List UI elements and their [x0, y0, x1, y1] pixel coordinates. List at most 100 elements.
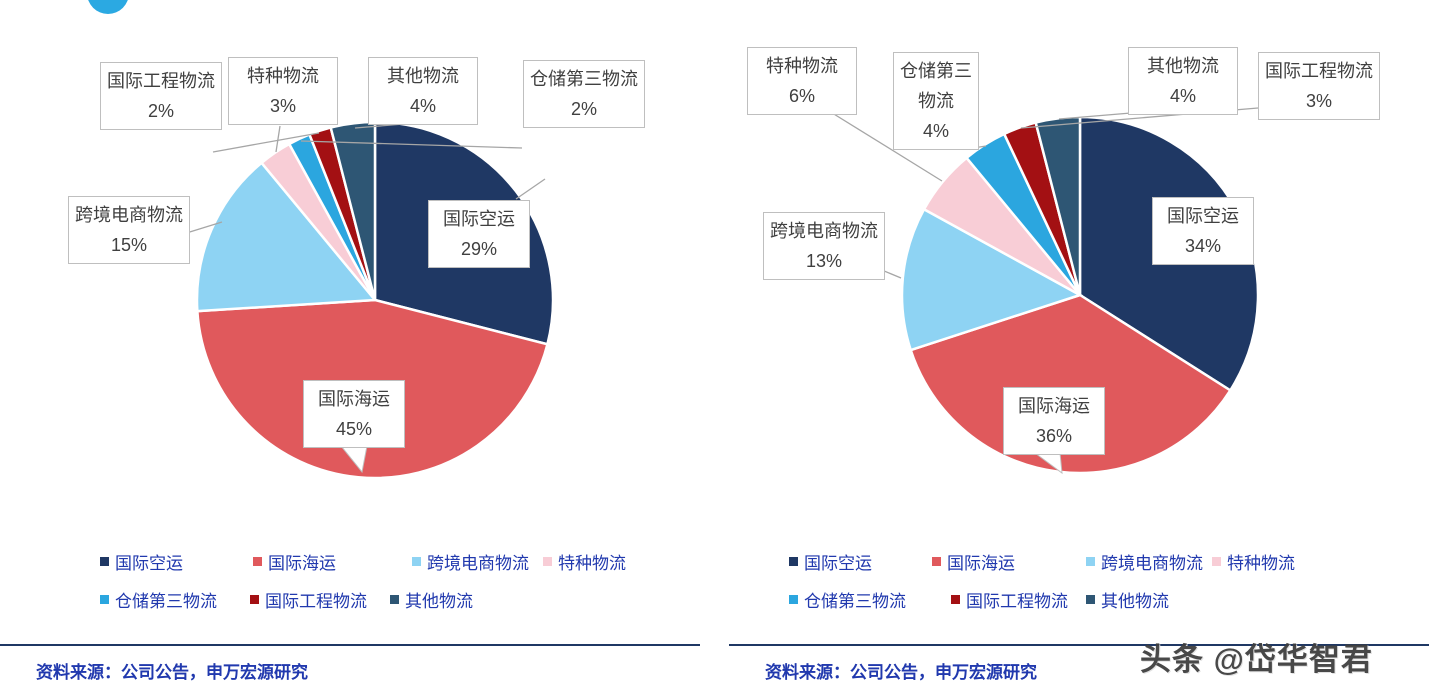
legend-item-air: 国际空运: [100, 549, 253, 574]
legend-label: 国际空运: [115, 553, 183, 573]
label-name: 国际工程物流: [107, 71, 215, 91]
legend-swatch: [932, 556, 941, 566]
legend-swatch: [789, 594, 798, 604]
legend-row: 仓储第三物流 国际工程物流 其他物流: [789, 584, 1295, 614]
divider: [0, 644, 700, 646]
label-name: 特种物流: [766, 56, 838, 76]
pie-label-intl-engineering: 国际工程物流 2%: [100, 62, 222, 130]
legend-item-air: 国际空运: [789, 549, 932, 574]
legend-label: 国际工程物流: [966, 591, 1068, 611]
label-name: 国际海运: [318, 389, 390, 409]
legend-item-crossborder: 跨境电商物流: [1086, 549, 1212, 574]
watermark: 头条 @岱华智君: [1140, 642, 1373, 677]
legend-label: 国际海运: [268, 553, 336, 573]
legend-item-other: 其他物流: [1086, 587, 1169, 612]
pie-slice-2: [900, 207, 1084, 352]
label-value: 6%: [788, 86, 815, 106]
legend-label: 特种物流: [1227, 553, 1295, 573]
pie-label-sea: 国际海运 36%: [1003, 387, 1105, 455]
legend-label: 其他物流: [405, 591, 473, 611]
legend-label: 仓储第三物流: [804, 591, 906, 611]
pie-label-crossborder: 跨境电商物流 13%: [763, 212, 885, 280]
source-note: 资料来源：公司公告，申万宏源研究: [36, 663, 308, 682]
pie-label-air: 国际空运 29%: [428, 200, 530, 268]
pie-label-intl-engineering: 国际工程物流 3%: [1258, 52, 1380, 120]
pie-label-crossborder: 跨境电商物流 15%: [68, 196, 190, 264]
legend-row: 国际空运 国际海运 跨境电商物流 特种物流: [789, 546, 1295, 576]
legend-label: 国际空运: [804, 553, 872, 573]
legend-swatch: [253, 556, 262, 566]
label-value: 2%: [570, 99, 597, 119]
pie-right: [900, 115, 1260, 475]
legend-label: 国际工程物流: [265, 591, 367, 611]
label-value: 29%: [460, 239, 498, 259]
legend: 国际空运 国际海运 跨境电商物流 特种物流 仓储第三物流 国际工程物流 其他物流: [85, 546, 626, 622]
legend-item-crossborder: 跨境电商物流: [412, 549, 543, 574]
legend-item-special: 特种物流: [1212, 549, 1295, 574]
legend-swatch: [543, 556, 552, 566]
label-name: 特种物流: [247, 66, 319, 86]
label-value: 36%: [1035, 426, 1073, 446]
legend-label: 跨境电商物流: [1101, 553, 1203, 573]
legend: 国际空运 国际海运 跨境电商物流 特种物流 仓储第三物流 国际工程物流 其他物流: [789, 546, 1295, 622]
legend-item-warehouse: 仓储第三物流: [789, 587, 951, 612]
legend-label: 特种物流: [558, 553, 626, 573]
legend-item-sea: 国际海运: [932, 549, 1086, 574]
legend-label: 仓储第三物流: [115, 591, 217, 611]
legend-swatch: [1212, 556, 1221, 566]
label-value: 3%: [269, 96, 296, 116]
label-value: 4%: [922, 121, 949, 141]
pie-label-air: 国际空运 34%: [1152, 197, 1254, 265]
divider: [729, 644, 1429, 646]
legend-item-other: 其他物流: [390, 587, 473, 612]
label-name: 仓储第三物流: [530, 69, 638, 89]
label-name: 其他物流: [387, 66, 459, 86]
label-name: 其他物流: [1147, 56, 1219, 76]
legend-row: 仓储第三物流 国际工程物流 其他物流: [85, 584, 626, 614]
legend-swatch: [412, 556, 421, 566]
legend-item-engineering: 国际工程物流: [250, 587, 390, 612]
pie-label-warehouse: 仓储第三物流 2%: [523, 60, 645, 128]
label-value: 2%: [147, 101, 174, 121]
pie-label-special: 特种物流 6%: [747, 47, 857, 115]
legend-label: 跨境电商物流: [427, 553, 529, 573]
legend-swatch: [100, 594, 109, 604]
legend-label: 其他物流: [1101, 591, 1169, 611]
legend-item-engineering: 国际工程物流: [951, 587, 1086, 612]
legend-swatch: [789, 556, 798, 566]
label-name: 仓储第三物流: [900, 61, 972, 111]
source-note: 资料来源：公司公告，申万宏源研究: [765, 663, 1037, 682]
pie-chart-right: 特种物流 6% 仓储第三物流 4% 其他物流 4% 国际工程物流 3% 跨境电商…: [729, 0, 1429, 700]
legend-label: 国际海运: [947, 553, 1015, 573]
label-value: 4%: [1169, 86, 1196, 106]
label-value: 13%: [805, 251, 843, 271]
legend-swatch: [250, 594, 259, 604]
legend-row: 国际空运 国际海运 跨境电商物流 特种物流: [85, 546, 626, 576]
label-name: 国际工程物流: [1265, 61, 1373, 81]
legend-item-warehouse: 仓储第三物流: [100, 587, 250, 612]
label-name: 国际海运: [1018, 396, 1090, 416]
label-value: 4%: [409, 96, 436, 116]
pie-chart-left: 国际工程物流 2% 特种物流 3% 其他物流 4% 仓储第三物流 2% 跨境电商…: [0, 0, 700, 700]
pie-label-special: 特种物流 3%: [228, 57, 338, 125]
legend-swatch: [1086, 556, 1095, 566]
label-name: 跨境电商物流: [75, 205, 183, 225]
legend-swatch: [1086, 594, 1095, 604]
legend-swatch: [390, 594, 399, 604]
pie-label-warehouse: 仓储第三物流 4%: [893, 52, 979, 150]
label-name: 国际空运: [1167, 206, 1239, 226]
pie-label-sea: 国际海运 45%: [303, 380, 405, 448]
legend-item-sea: 国际海运: [253, 549, 412, 574]
pie-label-other: 其他物流 4%: [368, 57, 478, 125]
logo-partial-circle-icon: [87, 0, 129, 14]
legend-swatch: [100, 556, 109, 566]
label-name: 国际空运: [443, 209, 515, 229]
label-value: 34%: [1184, 236, 1222, 256]
label-value: 15%: [110, 235, 148, 255]
legend-swatch: [951, 594, 960, 604]
label-value: 45%: [335, 419, 373, 439]
legend-item-special: 特种物流: [543, 549, 626, 574]
label-name: 跨境电商物流: [770, 221, 878, 241]
label-value: 3%: [1305, 91, 1332, 111]
